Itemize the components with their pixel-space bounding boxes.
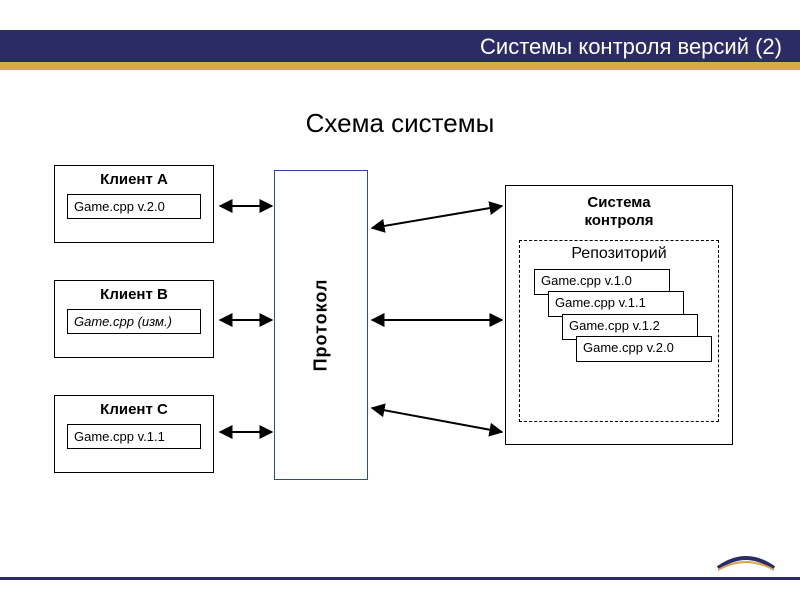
arrows-layer — [0, 0, 800, 600]
diagram-canvas: Клиент A Game.cpp v.2.0 Клиент B Game.cp… — [0, 0, 800, 600]
footer-line — [0, 577, 800, 580]
footer-logo — [716, 544, 776, 576]
slide: Системы контроля версий (2) Схема систем… — [0, 0, 800, 600]
